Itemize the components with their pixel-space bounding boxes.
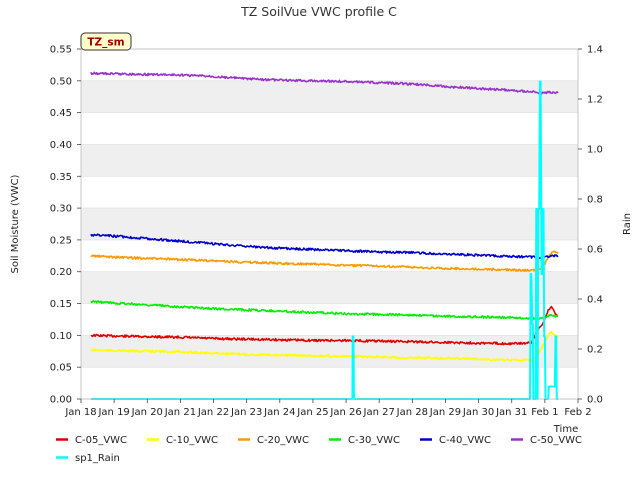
plot-frame (80, 48, 579, 400)
legend-item: C-30_VWC (329, 435, 400, 446)
chart-title: TZ SoilVue VWC profile C (240, 4, 397, 19)
y-tick-label: 0.25 (50, 235, 72, 246)
y2-tick-label: 0.2 (587, 345, 603, 356)
legend-item: C-40_VWC (420, 435, 491, 446)
legend-label: C-20_VWC (257, 435, 309, 446)
x-tick-label: Jan 25 (296, 407, 328, 418)
grid-band (81, 208, 578, 240)
legend-label: C-50_VWC (530, 435, 582, 446)
y-tick-label: 0.05 (50, 363, 72, 374)
series-line-c-30-vwc (90, 300, 559, 321)
x-tick-label: Jan 20 (131, 407, 163, 418)
x-tick-label: Jan 19 (97, 407, 129, 418)
series-line-c-50-vwc (90, 71, 559, 95)
y2-tick-label: 1.4 (587, 45, 603, 56)
grid-bands (81, 48, 578, 400)
x-tick-label: Jan 28 (396, 407, 428, 418)
axes: 0.00 0.05 0.10 0.15 0.20 0.25 0.30 0.35 0.40 0.45… (50, 45, 603, 419)
x-tick-label: Jan 18 (64, 407, 96, 418)
legend-label: C-10_VWC (166, 435, 218, 446)
legend-item: C-20_VWC (238, 435, 309, 446)
x-tick-label: Jan 27 (363, 407, 395, 418)
legend-label: C-40_VWC (439, 435, 491, 446)
badge: TZ_sm (80, 32, 132, 51)
legend-item: C-05_VWC (56, 435, 127, 446)
x-tick-label: Jan 31 (495, 407, 527, 418)
legend-item: sp1_Rain (56, 453, 120, 464)
grid-band (81, 271, 578, 304)
x-tick-label: Feb 2 (564, 407, 591, 418)
legend-label: sp1_Rain (75, 453, 120, 464)
y-tick-label: 0.15 (50, 299, 72, 310)
x-tick-label: Jan 24 (263, 407, 295, 418)
x-tick-label: Jan 21 (164, 407, 196, 418)
y-tick-label: 0.45 (50, 108, 72, 119)
y2-tick-label: 0.8 (587, 195, 603, 206)
grid-band (81, 80, 578, 113)
y-tick-label: 0.50 (50, 76, 72, 87)
legend: C-05_VWC C-10_VWC C-20_VWC C-30_VWC C-40_VWC… (56, 435, 582, 464)
y2-tick-label: 0.0 (587, 395, 603, 406)
y2-axis-title: Rain (622, 213, 633, 235)
y2-tick-label: 0.6 (587, 245, 603, 256)
y-tick-label: 0.00 (50, 395, 72, 406)
y2-tick-label: 1.2 (587, 95, 603, 106)
y-tick-label: 0.20 (50, 267, 72, 278)
legend-item: C-50_VWC (511, 435, 582, 446)
badge-box (80, 32, 132, 51)
series-line-c-05-vwc (90, 305, 559, 346)
x-tick-label: Jan 29 (429, 407, 461, 418)
grid-band (81, 144, 578, 177)
y-axis-title: Soil Moisture (VWC) (10, 174, 21, 273)
legend-item: C-10_VWC (147, 435, 218, 446)
x-tick-label: Jan 23 (230, 407, 262, 418)
series-line-c-20-vwc (90, 250, 559, 272)
y-tick-label: 0.35 (50, 172, 72, 183)
series-line-c-10-vwc (90, 330, 559, 363)
x-tick-label: Jan 26 (329, 407, 361, 418)
y2-tick-label: 1.0 (587, 145, 603, 156)
y-tick-label: 0.40 (50, 140, 72, 151)
x-tick-label: Feb 1 (531, 407, 558, 418)
y2-tick-label: 0.4 (587, 295, 603, 306)
y-tick-label: 0.55 (50, 45, 72, 56)
x-tick-label: Jan 22 (197, 407, 229, 418)
y-tick-label: 0.10 (50, 331, 72, 342)
x-tick-label: Jan 30 (462, 407, 494, 418)
legend-label: C-30_VWC (348, 435, 400, 446)
y-tick-label: 0.30 (50, 204, 72, 215)
series-line-c-40-vwc (90, 233, 559, 260)
x-axis-title: Time (553, 424, 578, 435)
badge-label: TZ_sm (87, 37, 124, 49)
legend-label: C-05_VWC (75, 435, 127, 446)
